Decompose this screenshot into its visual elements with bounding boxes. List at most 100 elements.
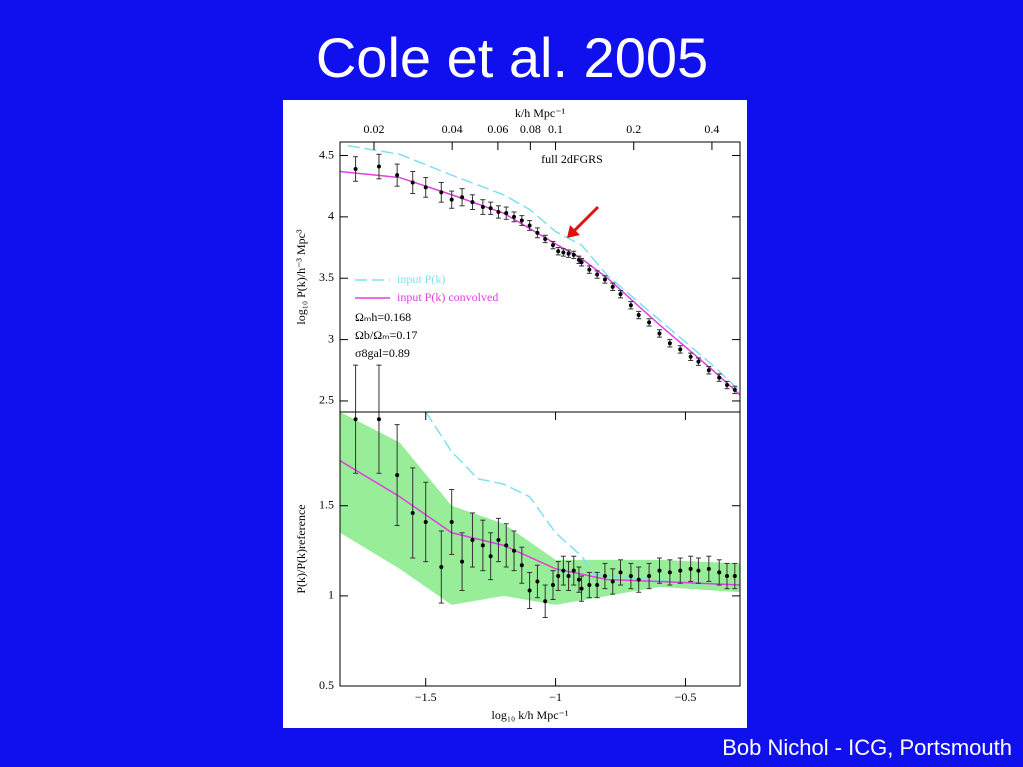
model-line <box>347 144 738 390</box>
data-point <box>410 180 415 185</box>
y-tick-label: 0.5 <box>319 678 334 692</box>
legend-label: input P(k) <box>397 272 445 286</box>
data-point <box>618 292 623 297</box>
data-point <box>480 543 485 548</box>
data-point <box>460 559 465 564</box>
legend-label: input P(k) convolved <box>397 290 498 304</box>
data-point <box>628 574 633 579</box>
data-point <box>602 277 607 282</box>
data-point <box>512 548 517 553</box>
x-axis-label: log₁₀ k/h Mpc⁻¹ <box>492 708 569 722</box>
data-point <box>717 570 722 575</box>
data-point <box>566 251 571 256</box>
data-point <box>696 568 701 573</box>
data-point <box>376 164 381 169</box>
data-point <box>480 205 485 210</box>
data-point <box>353 417 358 422</box>
arrow <box>572 205 600 233</box>
data-point <box>439 190 444 195</box>
data-point <box>395 173 400 178</box>
model-line <box>339 460 741 586</box>
data-point <box>587 267 592 272</box>
x2-tick-label: 0.06 <box>487 122 508 136</box>
data-point <box>717 375 722 380</box>
data-point <box>561 250 566 255</box>
y-tick-label: 3 <box>328 331 334 345</box>
x2-tick-label: 0.02 <box>363 122 384 136</box>
y-tick-label: 4.5 <box>319 147 334 161</box>
data-point <box>610 579 615 584</box>
data-point <box>376 417 381 422</box>
data-point <box>657 568 662 573</box>
frame <box>339 411 741 687</box>
data-point <box>460 195 465 200</box>
data-point <box>618 570 623 575</box>
data-point <box>353 167 358 171</box>
data-point <box>647 320 652 325</box>
data-point <box>628 303 633 308</box>
y-axis-label: log₁₀ P(k)/h⁻³ Mpc³ <box>294 229 308 325</box>
data-point <box>587 583 592 588</box>
data-point <box>657 331 662 336</box>
data-point <box>395 473 400 478</box>
data-point <box>527 588 532 593</box>
data-point <box>636 577 641 582</box>
data-point <box>496 537 501 542</box>
x2-tick-label: 0.2 <box>626 122 641 136</box>
footer: Bob Nichol - ICG, Portsmouth <box>722 735 1012 760</box>
y-tick-label: 2.5 <box>319 393 334 407</box>
y-tick-label: 1.5 <box>319 497 334 511</box>
data-point <box>504 211 509 216</box>
parameter: Ωb/Ωₘ=0.17 <box>355 328 417 342</box>
data-point <box>576 577 581 582</box>
data-point <box>470 200 475 205</box>
data-point <box>410 510 415 515</box>
data-point <box>423 185 428 190</box>
data-point <box>488 206 493 211</box>
x2-tick-label: 0.1 <box>548 122 563 136</box>
figure <box>283 100 747 728</box>
x-tick-label: −1.5 <box>415 690 437 704</box>
x2-tick-label: 0.08 <box>520 122 541 136</box>
data-point <box>504 543 509 548</box>
data-point <box>595 272 600 277</box>
data-point <box>636 313 641 318</box>
data-point <box>519 218 524 223</box>
data-point <box>439 565 444 570</box>
data-point <box>512 214 517 219</box>
data-point <box>595 583 600 588</box>
data-point <box>647 574 652 579</box>
data-point <box>566 574 571 579</box>
data-point <box>527 223 532 228</box>
data-point <box>732 574 737 579</box>
data-point <box>725 383 730 387</box>
data-point <box>579 260 584 265</box>
data-point <box>423 519 428 524</box>
plot: 2.5 3 3.5 4 4.5 0.02 0.04 0.06 0.08 0.1 0.2 0.4 k/h … <box>294 106 741 722</box>
data-point <box>535 230 540 235</box>
data-point <box>556 249 561 254</box>
data-point <box>519 563 524 568</box>
data-point <box>571 568 576 573</box>
data-point <box>449 197 454 202</box>
data-point <box>579 586 584 591</box>
data-point <box>706 566 711 571</box>
data-point <box>678 568 683 573</box>
parameter: σ8gal=0.89 <box>355 346 410 360</box>
x-tick-label: −0.5 <box>675 690 697 704</box>
model-line <box>425 411 741 586</box>
data-point <box>667 341 672 346</box>
data-point <box>470 537 475 542</box>
data-point <box>688 354 693 359</box>
y-tick-label: 1 <box>328 588 334 602</box>
data-point <box>496 209 501 214</box>
band <box>340 412 740 605</box>
slide-title: Cole et al. 2005 <box>316 26 708 89</box>
x2-axis-label: k/h Mpc⁻¹ <box>515 106 566 120</box>
arrow-head <box>567 225 580 238</box>
x2-tick-label: 0.4 <box>704 122 719 136</box>
data-point <box>696 359 701 364</box>
data-point <box>449 519 454 524</box>
